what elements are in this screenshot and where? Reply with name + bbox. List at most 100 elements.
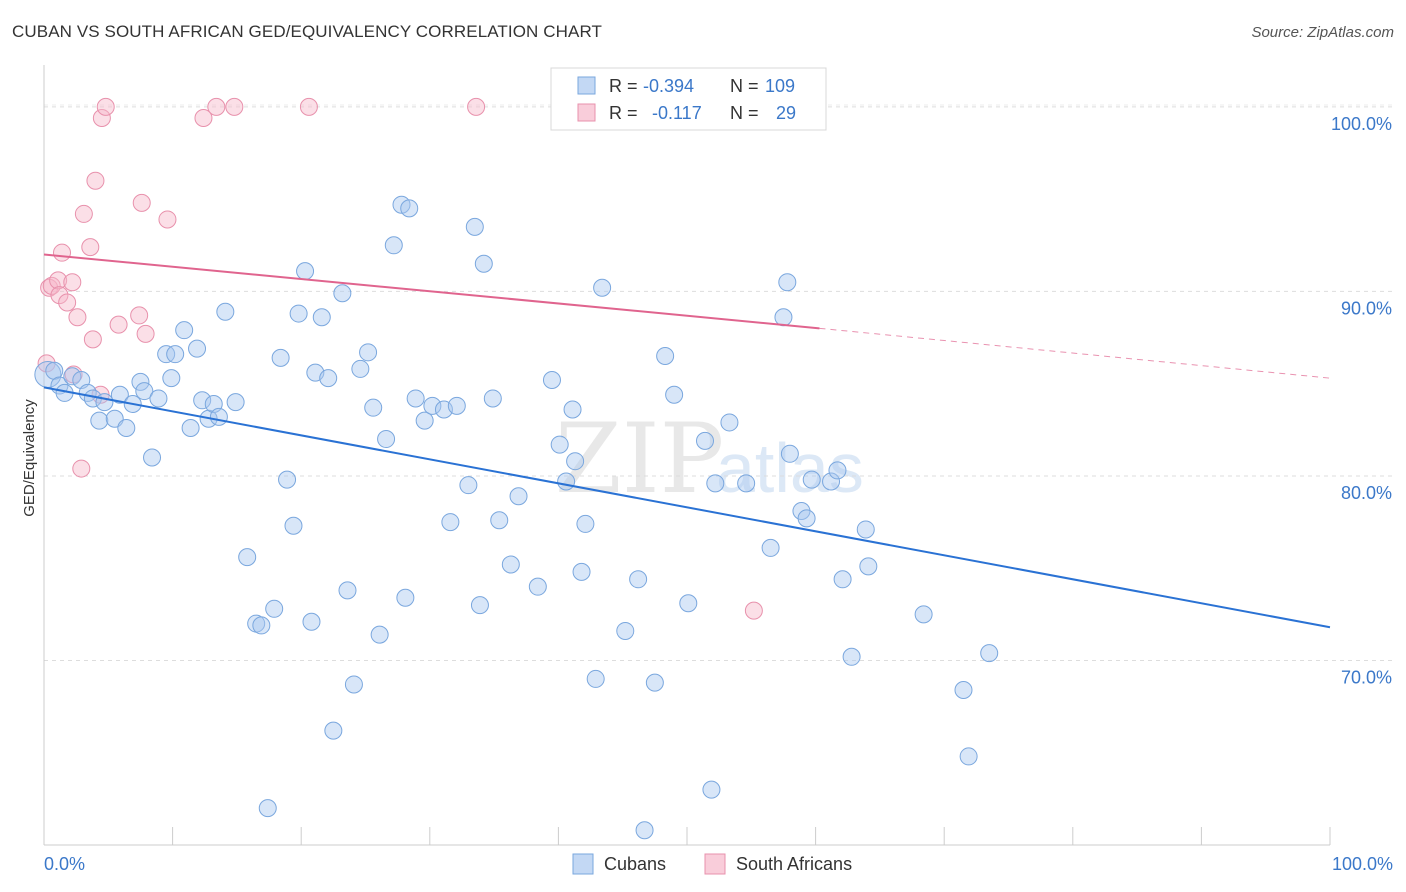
cubans-point <box>258 799 277 818</box>
south-africans-point <box>81 238 100 257</box>
cubans-point <box>63 367 82 386</box>
cubans-point <box>720 413 739 432</box>
cubans-point <box>572 562 591 581</box>
legend-n-label-south-africans: N = <box>730 103 759 123</box>
cubans-point <box>338 581 357 600</box>
cubans-point <box>209 407 228 426</box>
axes <box>43 65 1331 846</box>
legend-n-value-cubans: 109 <box>765 76 795 96</box>
tick-labels: 70.0% 80.0% 90.0% 100.0% 0.0% 100.0% <box>44 114 1393 874</box>
south-africans-point <box>194 108 213 127</box>
x-tick-label: 100.0% <box>1332 854 1393 874</box>
cubans-point <box>423 396 442 415</box>
south-africans-trend-extension <box>819 327 1331 379</box>
south-africans-point <box>74 204 93 223</box>
y-axis-label: GED/Equivalency <box>21 399 38 517</box>
cubans-points <box>34 195 999 840</box>
cubans-point <box>252 616 271 635</box>
cubans-point <box>193 391 212 410</box>
cubans-point <box>162 369 181 388</box>
cubans-trend-line <box>43 386 1331 629</box>
cubans-point <box>629 570 648 589</box>
cubans-point <box>696 431 715 450</box>
cubans-point <box>278 470 297 489</box>
legend: R = -0.394 N = 109 R = -0.117 N = 29 <box>550 67 827 131</box>
cubans-point <box>406 389 425 408</box>
south-africans-point <box>467 97 486 116</box>
cubans-point <box>593 278 612 297</box>
cubans-point <box>117 418 136 437</box>
cubans-point <box>828 461 847 480</box>
cubans-point <box>459 476 478 495</box>
cubans-point <box>914 605 933 624</box>
south-africans-point <box>130 306 149 325</box>
cubans-point <box>802 470 821 489</box>
cubans-point <box>377 430 396 449</box>
cubans-point <box>550 435 569 454</box>
south-africans-point <box>40 278 59 297</box>
cubans-point <box>563 400 582 419</box>
cubans-point <box>175 321 194 340</box>
cubans-point <box>470 596 489 615</box>
cubans-point <box>284 516 303 535</box>
cubans-point <box>842 647 861 666</box>
south-africans-point <box>109 315 128 334</box>
cubans-point <box>656 347 675 366</box>
cubans-point <box>238 548 257 567</box>
cubans-point <box>645 673 664 692</box>
cubans-point <box>181 418 200 437</box>
cubans-point <box>289 304 308 323</box>
cubans-point <box>312 308 331 327</box>
cubans-point <box>616 621 635 640</box>
cubans-point <box>980 644 999 663</box>
cubans-point <box>954 681 973 699</box>
gridlines <box>44 104 1392 661</box>
cubans-point <box>157 345 176 364</box>
source-label: Source: ZipAtlas.com <box>1251 24 1394 41</box>
cubans-point <box>490 511 509 530</box>
legend-r-value-south-africans: -0.117 <box>652 103 702 123</box>
legend-swatch-cubans <box>577 76 596 95</box>
cubans-point <box>135 382 154 401</box>
cubans-point <box>737 474 756 493</box>
cubans-point <box>324 721 343 740</box>
south-africans-point <box>299 97 318 116</box>
watermark-atlas: atlas <box>716 429 864 507</box>
cubans-point <box>110 385 129 404</box>
trend-lines <box>43 253 1331 629</box>
bottom-legend-label-south-africans: South Africans <box>736 854 852 874</box>
cubans-point <box>396 588 415 607</box>
y-tick-label: 70.0% <box>1341 667 1392 687</box>
bottom-legend-label-cubans: Cubans <box>604 854 666 874</box>
cubans-point <box>447 396 466 415</box>
south-africans-point <box>68 308 87 327</box>
south-africans-trend-line <box>43 253 820 330</box>
cubans-point <box>351 359 370 378</box>
cubans-point <box>833 570 852 589</box>
cubans-point <box>131 372 150 391</box>
cubans-point <box>474 254 493 273</box>
cubans-point <box>415 411 434 430</box>
y-tick-label: 90.0% <box>1341 298 1392 318</box>
cubans-point <box>384 236 403 255</box>
cubans-point <box>95 393 114 412</box>
cubans-point <box>465 217 484 236</box>
x-tick-label: 0.0% <box>44 854 85 874</box>
south-africans-point <box>132 193 151 212</box>
bottom-legend: Cubans South Africans <box>572 853 852 875</box>
south-africans-point <box>53 243 72 262</box>
y-tick-label: 100.0% <box>1331 114 1392 134</box>
south-africans-point <box>83 330 102 349</box>
south-africans-point <box>49 271 68 290</box>
cubans-point <box>265 599 284 618</box>
cubans-point <box>576 514 595 533</box>
cubans-point <box>333 284 352 303</box>
legend-n-label-cubans: N = <box>730 76 759 96</box>
legend-r-label-cubans: R = <box>609 76 638 96</box>
cubans-point <box>166 345 185 364</box>
south-africans-point <box>58 293 77 312</box>
cubans-point <box>302 612 321 631</box>
cubans-point <box>319 369 338 388</box>
south-africans-point <box>744 601 763 620</box>
cubans-point <box>665 385 684 404</box>
